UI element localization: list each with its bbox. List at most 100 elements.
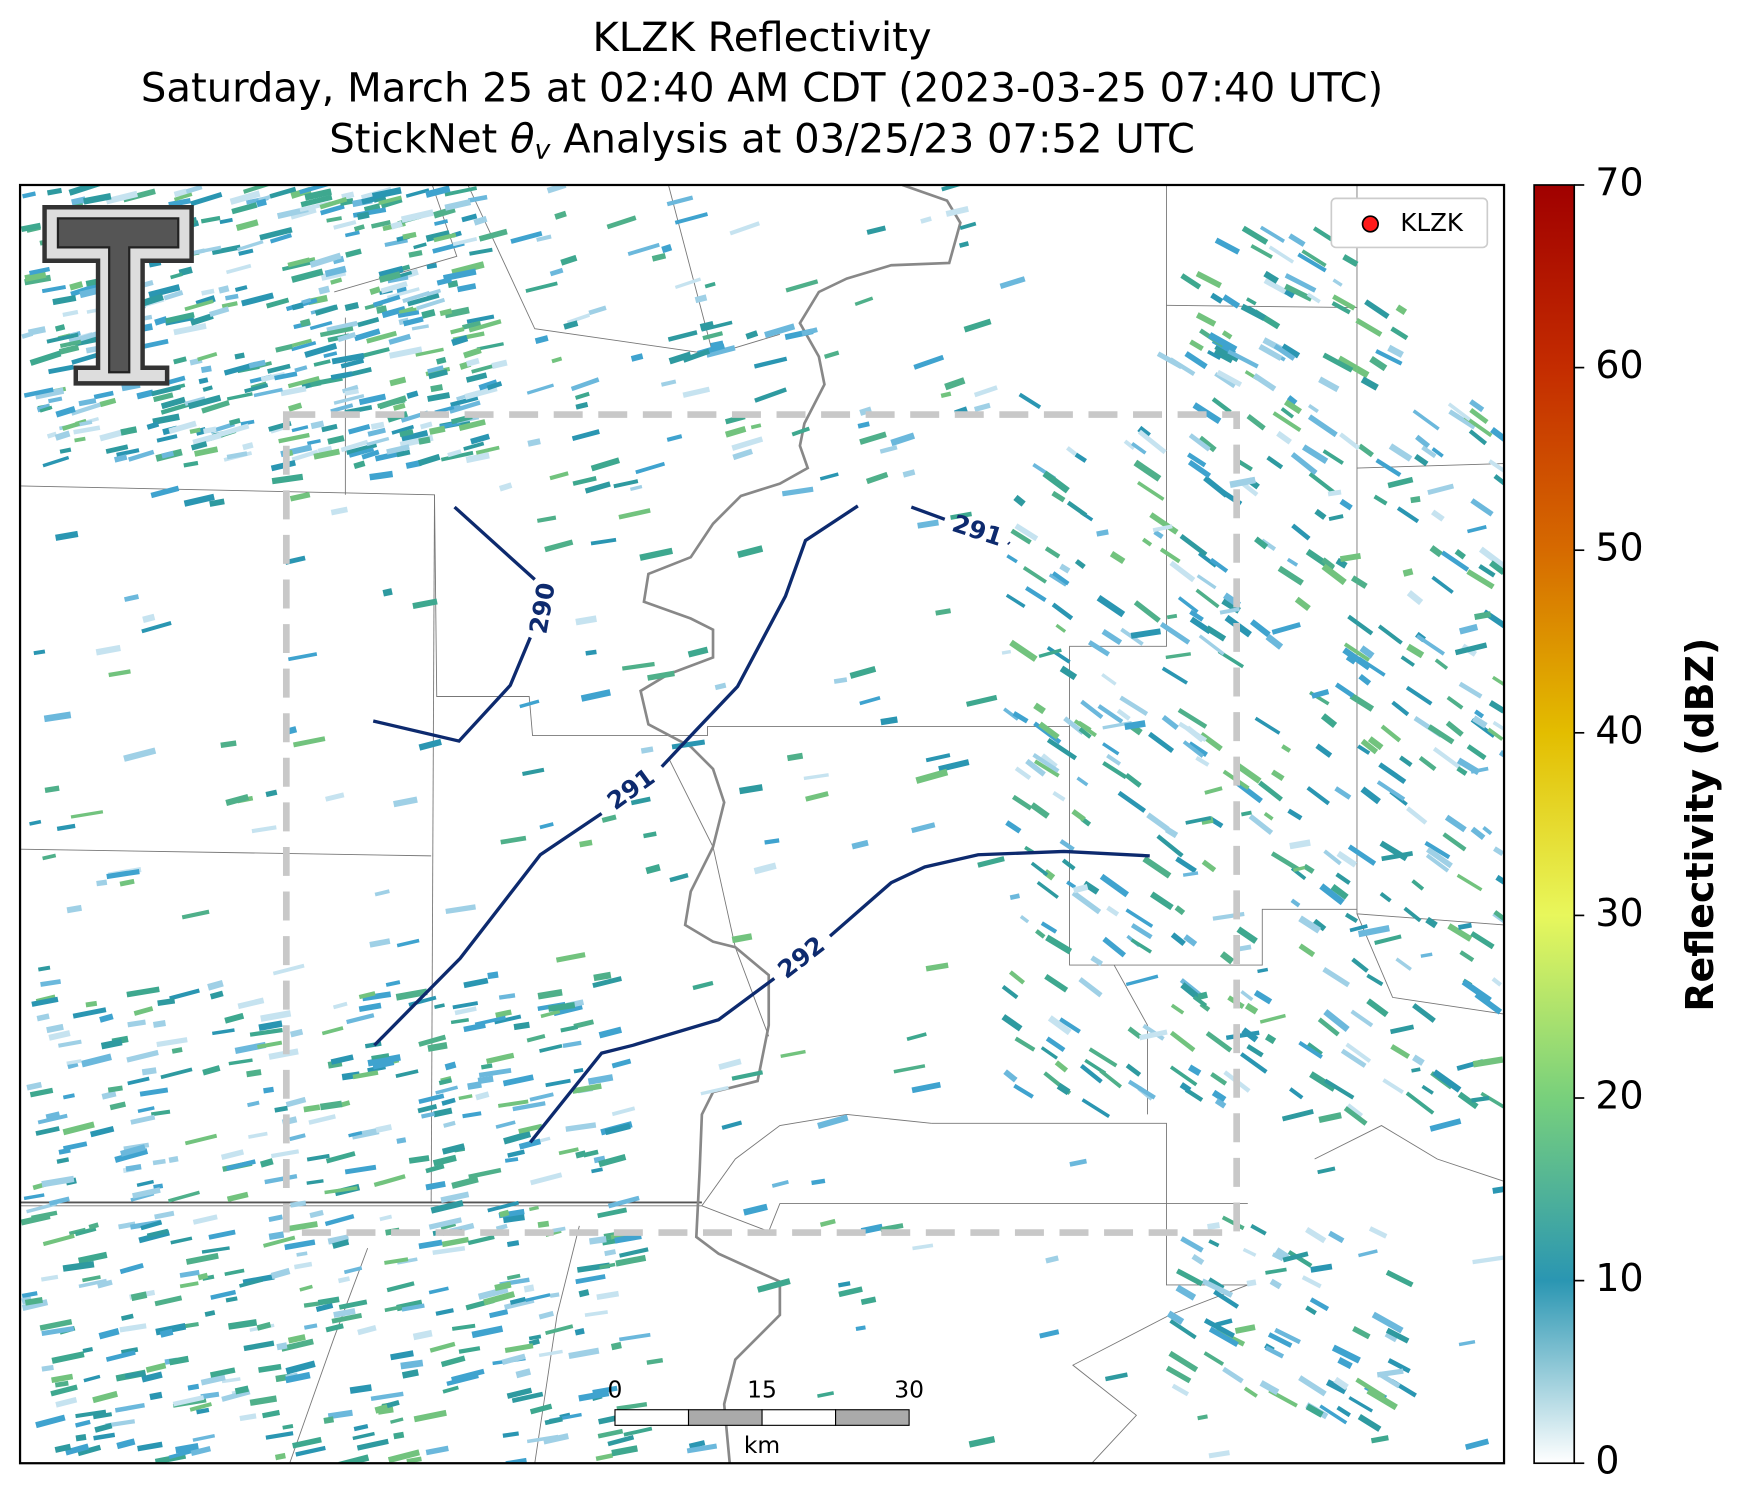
echo [1472, 1255, 1505, 1265]
echo [20, 222, 42, 233]
echo [1380, 724, 1402, 743]
echo [197, 1272, 209, 1281]
echo [1373, 494, 1388, 506]
echo [1415, 434, 1431, 449]
echo [583, 1149, 599, 1158]
echo [146, 1228, 169, 1238]
echo [209, 306, 230, 317]
echo [1491, 675, 1505, 696]
echo [373, 1174, 406, 1188]
echo [306, 1153, 330, 1162]
echo [893, 1064, 926, 1074]
echo [718, 1058, 742, 1070]
echo [1333, 1376, 1349, 1391]
echo [68, 184, 101, 196]
echo [405, 459, 422, 469]
echo [731, 933, 753, 944]
echo [304, 342, 338, 358]
echo [361, 449, 380, 460]
echo [274, 371, 298, 381]
echo [184, 299, 214, 312]
echo [1177, 707, 1208, 729]
echo [1196, 574, 1217, 590]
echo [522, 767, 545, 777]
echo [1268, 245, 1295, 264]
echo [470, 433, 490, 445]
echo [291, 425, 309, 433]
echo [1214, 344, 1240, 363]
echo [1381, 851, 1414, 862]
echo [190, 441, 208, 451]
echo [130, 1291, 148, 1302]
echo [62, 1121, 95, 1136]
echo [674, 277, 702, 290]
echo [1283, 399, 1302, 415]
echo [251, 825, 277, 834]
echo [1391, 700, 1410, 717]
echo [1387, 1358, 1411, 1374]
echo [200, 1374, 226, 1386]
echo [225, 293, 239, 301]
echo [915, 768, 949, 784]
echo [107, 1085, 123, 1093]
legend-marker [1361, 215, 1379, 233]
echo [330, 506, 348, 516]
echo [225, 793, 250, 806]
echo [1426, 847, 1453, 869]
echo [406, 1456, 422, 1464]
echo [340, 439, 369, 453]
colorbar-tick-label: 60 [1595, 343, 1643, 387]
echo [563, 320, 579, 330]
echo [1493, 474, 1505, 498]
echo [294, 1261, 313, 1270]
echo [1127, 1026, 1142, 1039]
echo [427, 392, 451, 402]
echo [287, 257, 311, 268]
echo [367, 427, 386, 437]
echo [119, 878, 135, 887]
echo [249, 1027, 283, 1037]
echo [352, 1070, 379, 1080]
echo [538, 1310, 554, 1320]
echo [1317, 1166, 1336, 1175]
echo [1405, 685, 1433, 706]
echo [1074, 559, 1086, 569]
scale-tick: 30 [894, 1375, 924, 1403]
echo [1101, 629, 1123, 645]
echo [430, 384, 443, 393]
echo [1213, 1289, 1240, 1309]
echo [1470, 826, 1486, 841]
echo [1370, 1435, 1389, 1444]
echo [1257, 967, 1269, 974]
echo [396, 938, 420, 948]
echo [1090, 955, 1104, 967]
colorbar-label: Reflectivity (dBZ) [1678, 638, 1722, 1012]
echo [140, 1220, 163, 1231]
analysis-domain-box [282, 411, 1240, 1236]
echo [1390, 1024, 1415, 1035]
echo [289, 1133, 306, 1142]
echo [1059, 665, 1078, 681]
echo [1405, 1091, 1435, 1115]
echo [353, 328, 381, 342]
echo [1246, 414, 1266, 431]
echo [643, 831, 657, 839]
echo [75, 1433, 87, 1442]
echo [1424, 841, 1451, 860]
echo [1319, 1404, 1348, 1425]
echo [1203, 1351, 1225, 1366]
echo [239, 1278, 264, 1288]
echo [105, 444, 129, 454]
echo [902, 469, 916, 478]
echo [1334, 786, 1352, 800]
echo [1388, 443, 1413, 462]
echo [41, 284, 67, 294]
echo [1266, 455, 1284, 470]
echo [1376, 1368, 1404, 1378]
echo [1331, 301, 1351, 315]
echo [244, 383, 269, 394]
echo [1189, 339, 1204, 352]
echo [54, 430, 71, 441]
echo [29, 1087, 54, 1098]
echo [221, 301, 238, 309]
